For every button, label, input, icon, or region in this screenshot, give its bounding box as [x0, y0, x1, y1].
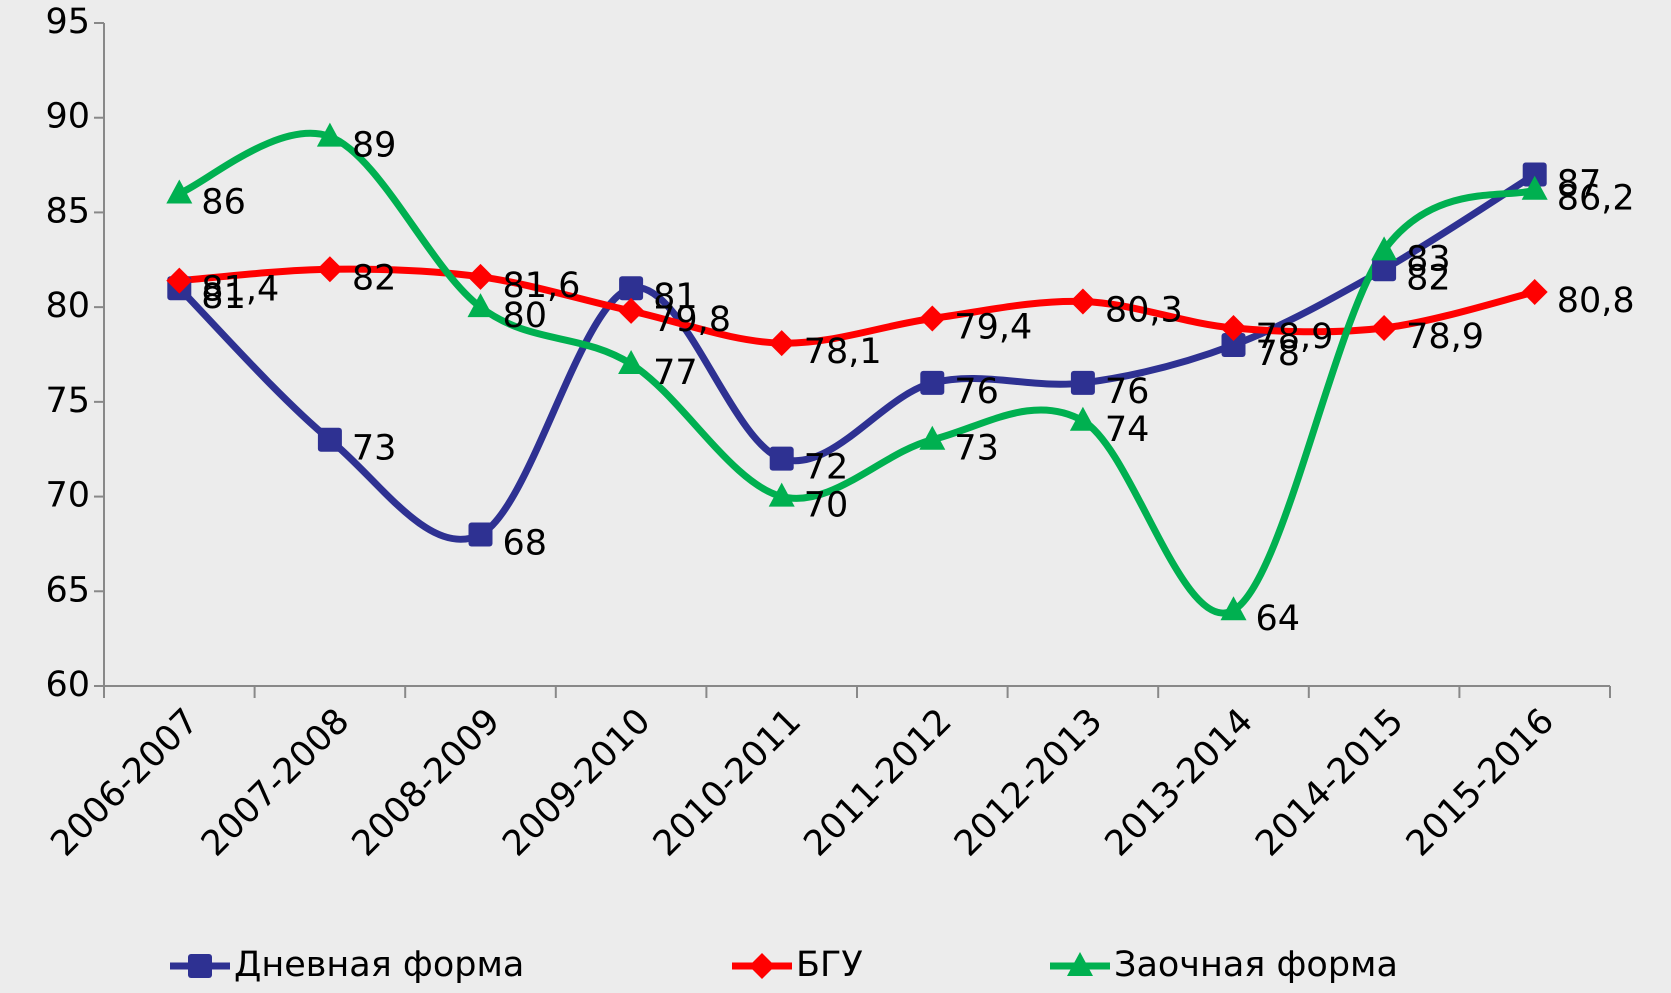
marker — [749, 953, 775, 979]
marker — [919, 305, 946, 332]
data-label: 81 — [653, 277, 698, 317]
series-line — [175, 129, 1539, 617]
data-label: 86,2 — [1557, 179, 1635, 219]
marker — [166, 267, 193, 294]
y-tick-label: 75 — [45, 381, 90, 421]
data-label: 86 — [201, 182, 246, 222]
series-line — [175, 171, 1539, 543]
marker — [619, 276, 644, 301]
y-tick-label: 95 — [45, 2, 90, 42]
data-label: 81,4 — [201, 270, 279, 310]
marker — [1372, 257, 1397, 282]
y-tick-label: 85 — [45, 191, 90, 231]
marker — [1069, 288, 1096, 315]
marker — [618, 297, 645, 324]
marker — [1371, 236, 1398, 261]
y-tick-label: 60 — [45, 665, 90, 705]
marker — [166, 179, 193, 204]
data-label: 80,3 — [1105, 290, 1183, 330]
marker — [768, 330, 795, 357]
marker — [188, 954, 212, 978]
y-tick-label: 65 — [45, 570, 90, 610]
data-label: 89 — [352, 126, 397, 166]
data-label: 68 — [503, 523, 548, 563]
marker — [1069, 406, 1096, 431]
y-tick-label: 80 — [45, 286, 90, 326]
data-label: 80 — [503, 296, 548, 336]
marker — [1371, 314, 1398, 341]
data-label: 73 — [954, 429, 999, 469]
marker — [1067, 952, 1093, 976]
marker — [316, 122, 343, 147]
data-label: 78,1 — [804, 332, 882, 372]
marker — [920, 370, 945, 395]
y-tick-label: 90 — [45, 97, 90, 137]
marker — [467, 263, 494, 290]
data-label: 82 — [1406, 258, 1451, 298]
data-label: 79,4 — [954, 308, 1032, 348]
marker — [1221, 333, 1246, 358]
data-label: 79,8 — [653, 300, 731, 340]
data-label: 87 — [1557, 164, 1602, 204]
data-label: 73 — [352, 429, 397, 469]
data-label: 78,9 — [1406, 317, 1484, 357]
data-label: 81,6 — [503, 266, 581, 306]
marker — [1220, 314, 1247, 341]
marker — [1521, 278, 1548, 305]
data-label: 64 — [1256, 599, 1301, 639]
marker — [468, 522, 493, 547]
data-label: 78 — [1256, 334, 1301, 374]
marker — [316, 256, 343, 283]
y-tick-label: 70 — [45, 476, 90, 516]
data-label: 81 — [201, 277, 246, 317]
marker — [467, 293, 494, 318]
data-label: 78,9 — [1256, 317, 1334, 357]
marker — [1522, 162, 1547, 187]
marker — [618, 349, 645, 374]
legend-label: БГУ — [796, 945, 863, 985]
marker — [769, 446, 794, 471]
data-label: 77 — [653, 353, 698, 393]
data-label: 72 — [804, 448, 849, 488]
marker — [317, 427, 342, 452]
marker — [1220, 596, 1247, 621]
marker — [1521, 175, 1548, 200]
series-line — [175, 265, 1539, 347]
marker — [919, 425, 946, 450]
legend-label: Дневная форма — [234, 945, 524, 985]
legend-label: Заочная форма — [1114, 945, 1398, 985]
data-label: 80,8 — [1557, 281, 1635, 321]
data-label: 83 — [1406, 239, 1451, 279]
data-label: 76 — [954, 372, 999, 412]
data-label: 82 — [352, 258, 397, 298]
marker — [1070, 370, 1095, 395]
data-label: 74 — [1105, 410, 1150, 450]
data-label: 76 — [1105, 372, 1150, 412]
data-label: 70 — [804, 486, 849, 526]
marker — [768, 482, 795, 507]
